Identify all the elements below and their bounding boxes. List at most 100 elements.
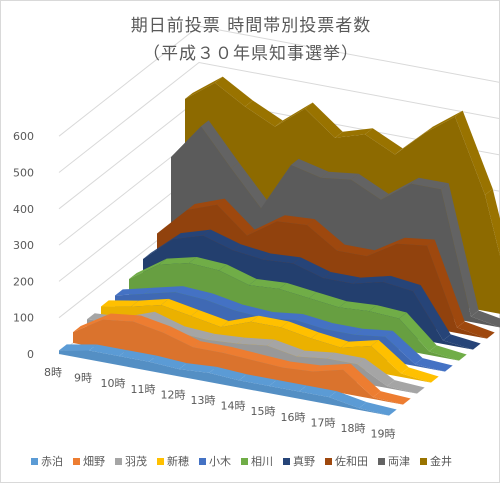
legend-swatch	[325, 457, 332, 465]
series-area-top	[283, 361, 321, 372]
legend-item: 両津	[378, 453, 410, 469]
series-area-top	[245, 100, 283, 127]
series-area-top	[455, 110, 493, 195]
series-area-top	[275, 102, 313, 127]
series-area-top	[341, 339, 379, 348]
series-area-top	[133, 315, 171, 333]
x-tick-label: 17時	[311, 416, 336, 429]
legend-label: 新穂	[167, 455, 189, 468]
series-area-top	[443, 334, 481, 350]
series-area-top	[89, 344, 127, 357]
series-area-top	[297, 350, 335, 359]
series-area-top	[207, 333, 245, 344]
legend-label: 羽茂	[125, 455, 147, 468]
x-tick-label: 11時	[131, 383, 156, 396]
legend-swatch	[199, 457, 206, 465]
legend-swatch	[31, 457, 38, 465]
series-area-top	[143, 233, 181, 259]
series-area-top	[253, 354, 291, 368]
series-area-top	[429, 345, 467, 361]
series-area-top	[161, 298, 199, 317]
series-area-top	[205, 293, 243, 311]
y-tick-label: 500	[13, 167, 34, 180]
legend-swatch	[378, 457, 385, 465]
legend-swatch	[115, 457, 122, 465]
series-area-top	[387, 380, 425, 394]
legend-item: 畑野	[73, 453, 105, 469]
series-area-top	[335, 128, 373, 138]
legend-item: 新穂	[157, 453, 189, 469]
series-area-top	[191, 309, 229, 328]
gridline	[58, 61, 500, 173]
series-area-top	[217, 198, 255, 236]
legend-label: 佐和田	[335, 455, 368, 468]
legend-item: 赤泊	[31, 453, 63, 469]
legend-item: 真野	[283, 453, 315, 469]
x-tick-label: 8時	[44, 366, 62, 379]
series-area-top	[471, 310, 500, 328]
legend-swatch	[241, 457, 248, 465]
series-area-top	[281, 321, 319, 339]
series-area-top	[383, 275, 421, 292]
legend-label: 真野	[293, 455, 315, 468]
series-area-top	[209, 366, 247, 381]
series-area-top	[299, 385, 337, 398]
series-area-top	[313, 363, 351, 372]
x-tick-label: 19時	[371, 428, 396, 441]
series-area-top	[309, 292, 347, 308]
series-area-top	[425, 110, 463, 133]
legend-item: 羽茂	[115, 453, 147, 469]
series-area-top	[131, 298, 169, 307]
series-area-top	[327, 352, 365, 365]
series-area-top	[247, 215, 285, 236]
series-area-top	[413, 285, 451, 341]
series-area-top	[399, 312, 437, 352]
series-area-top	[231, 162, 269, 209]
series-area-top	[367, 237, 405, 257]
x-tick-label: 14時	[221, 400, 246, 413]
y-tick-label: 300	[13, 239, 34, 252]
y-tick-label: 100	[13, 312, 34, 325]
series-area-top	[215, 76, 253, 107]
x-tick-label: 10時	[101, 377, 126, 390]
series-area-top	[203, 229, 241, 251]
y-tick-label: 0	[27, 348, 34, 361]
y-tick-label: 200	[13, 275, 34, 288]
legend-swatch	[73, 457, 80, 465]
series-area-top	[239, 374, 277, 386]
series-area-top	[311, 332, 349, 348]
series-area-top	[249, 279, 287, 289]
series-area-top	[305, 102, 343, 138]
series-area	[73, 313, 411, 405]
series-area-top	[73, 313, 111, 333]
series-area-top	[291, 158, 329, 178]
legend-item: 小木	[199, 453, 231, 469]
series-area-top	[339, 301, 377, 312]
series-area-top	[101, 300, 139, 307]
legend-swatch	[283, 457, 290, 465]
series-area	[59, 344, 397, 416]
y-tick-label: 600	[13, 130, 34, 143]
x-tick-label: 9時	[74, 372, 92, 385]
y-tick-label: 400	[13, 203, 34, 216]
series-area-top	[187, 198, 225, 210]
series-area-top	[279, 282, 317, 299]
x-tick-label: 15時	[251, 405, 276, 418]
series-area-top	[365, 128, 403, 155]
series-area-top	[263, 253, 301, 264]
series-area-top	[329, 391, 367, 409]
series-area-front	[73, 319, 403, 405]
series-area-top	[237, 337, 275, 346]
x-tick-label: 16時	[281, 411, 306, 424]
series-area-top	[265, 311, 303, 321]
series-area-top	[219, 264, 257, 286]
series-area-top	[401, 367, 439, 383]
series-area-top	[149, 355, 187, 370]
series-area-top	[119, 350, 157, 362]
series-area-top	[307, 219, 345, 251]
series-area-top	[129, 258, 167, 280]
series-area-top	[397, 237, 435, 246]
legend-label: 小木	[209, 455, 231, 468]
series-area-top	[221, 315, 259, 328]
series-area-top	[235, 304, 273, 319]
